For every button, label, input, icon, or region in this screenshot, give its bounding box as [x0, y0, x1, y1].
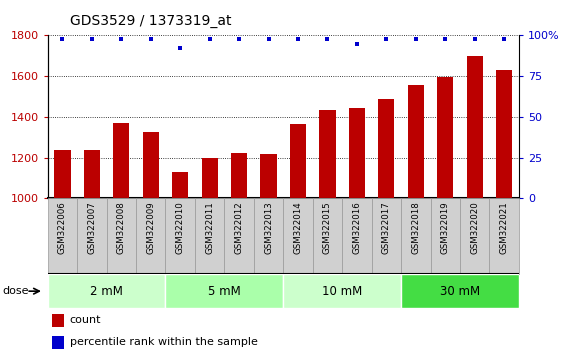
Point: [382, 36, 391, 41]
Point: [500, 36, 509, 41]
Bar: [342, 198, 371, 274]
Text: GSM322014: GSM322014: [293, 201, 302, 254]
Text: GSM322021: GSM322021: [500, 201, 509, 254]
Point: [264, 36, 273, 41]
Bar: [77, 198, 107, 274]
Text: GSM322012: GSM322012: [234, 201, 243, 254]
Point: [470, 36, 479, 41]
Text: 30 mM: 30 mM: [440, 285, 480, 298]
Bar: [431, 198, 460, 274]
Text: GDS3529 / 1373319_at: GDS3529 / 1373319_at: [70, 14, 232, 28]
Bar: [401, 198, 431, 274]
Text: GSM322011: GSM322011: [205, 201, 214, 254]
Point: [58, 36, 67, 41]
Bar: [54, 150, 71, 198]
Text: GSM322015: GSM322015: [323, 201, 332, 254]
Bar: [496, 70, 512, 198]
Bar: [172, 172, 188, 198]
Point: [352, 41, 361, 46]
Bar: [48, 198, 77, 274]
Point: [411, 36, 420, 41]
Bar: [195, 198, 224, 274]
Bar: [142, 132, 159, 198]
Bar: [48, 274, 165, 308]
Bar: [136, 198, 165, 274]
Text: GSM322010: GSM322010: [176, 201, 185, 254]
Text: GSM322006: GSM322006: [58, 201, 67, 254]
Bar: [437, 77, 453, 198]
Text: GSM322019: GSM322019: [441, 201, 450, 254]
Bar: [460, 198, 489, 274]
Text: GSM322009: GSM322009: [146, 201, 155, 254]
Point: [205, 36, 214, 41]
Point: [146, 36, 155, 41]
Bar: [224, 198, 254, 274]
Bar: [165, 274, 283, 308]
Text: percentile rank within the sample: percentile rank within the sample: [70, 337, 257, 348]
Bar: [201, 158, 218, 198]
Text: GSM322017: GSM322017: [382, 201, 391, 254]
Bar: [84, 150, 100, 198]
Bar: [408, 85, 424, 198]
Point: [323, 36, 332, 41]
Bar: [52, 314, 64, 327]
Bar: [107, 198, 136, 274]
Text: 5 mM: 5 mM: [208, 285, 241, 298]
Bar: [378, 98, 394, 198]
Point: [176, 46, 185, 51]
Text: GSM322007: GSM322007: [88, 201, 96, 254]
Bar: [401, 274, 519, 308]
Bar: [52, 336, 64, 349]
Bar: [165, 198, 195, 274]
Bar: [52, 314, 58, 326]
Bar: [313, 198, 342, 274]
Bar: [254, 198, 283, 274]
Bar: [290, 124, 306, 198]
Bar: [489, 198, 519, 274]
Text: 2 mM: 2 mM: [90, 285, 123, 298]
Point: [293, 36, 302, 41]
Bar: [113, 123, 130, 198]
Text: dose: dose: [3, 286, 29, 296]
Bar: [260, 154, 277, 198]
Point: [88, 36, 96, 41]
Text: count: count: [70, 315, 102, 325]
Text: 10 mM: 10 mM: [322, 285, 362, 298]
Text: GSM322020: GSM322020: [470, 201, 479, 254]
Bar: [319, 110, 335, 198]
Text: GSM322016: GSM322016: [352, 201, 361, 254]
Point: [441, 36, 450, 41]
Bar: [349, 108, 365, 198]
Point: [117, 36, 126, 41]
Bar: [467, 56, 483, 198]
Text: GSM322013: GSM322013: [264, 201, 273, 254]
Text: GSM322018: GSM322018: [411, 201, 420, 254]
Bar: [283, 198, 313, 274]
Bar: [283, 274, 401, 308]
Text: GSM322008: GSM322008: [117, 201, 126, 254]
Bar: [371, 198, 401, 274]
Bar: [231, 154, 247, 198]
Point: [234, 36, 243, 41]
